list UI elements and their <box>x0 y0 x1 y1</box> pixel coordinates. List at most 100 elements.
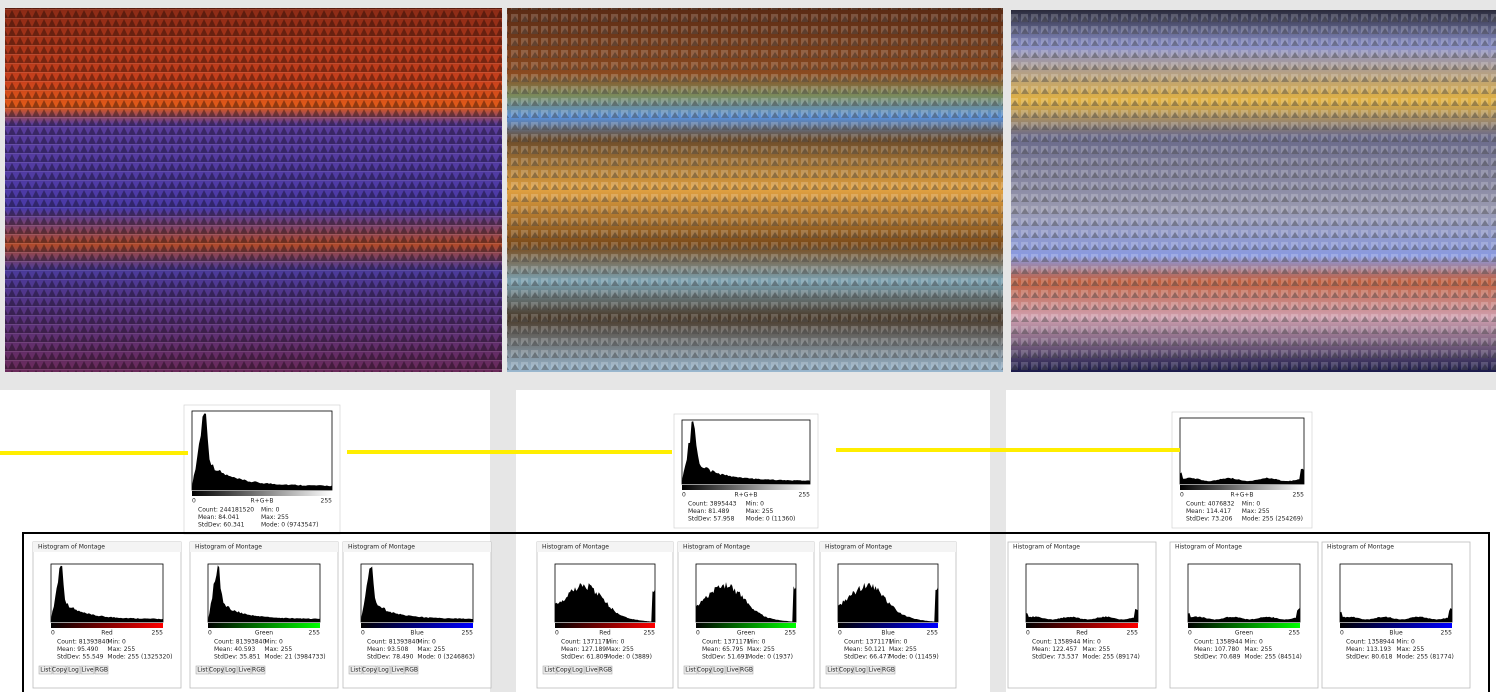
button-label: List <box>197 667 208 674</box>
stat: Count: 1371171 <box>844 639 893 646</box>
axis-max: 255 <box>1293 492 1305 499</box>
stat: StdDev: 80.618 <box>1346 654 1393 661</box>
stat: Min: 0 <box>1396 639 1415 646</box>
stat: Count: 1371171 <box>702 639 751 646</box>
stat: Count: 1358944 <box>1032 639 1081 646</box>
color-bar <box>1180 485 1304 490</box>
stat: Min: 0 <box>747 639 766 646</box>
stat: StdDev: 55.549 <box>57 654 104 661</box>
montage-images <box>5 8 1496 372</box>
stat: Max: 255 <box>1244 646 1272 653</box>
stat: StdDev: 70.689 <box>1194 654 1241 661</box>
stat: Min: 0 <box>417 639 436 646</box>
window-title: Histogram of Montage <box>348 544 415 551</box>
axis-max: 255 <box>1127 630 1139 637</box>
stat: Max: 255 <box>261 514 289 521</box>
button-label: RGB <box>252 667 265 674</box>
plot-frame <box>1026 564 1138 622</box>
axis-max: 255 <box>799 492 811 499</box>
stat: Count: 1358944 <box>1346 639 1395 646</box>
stat: Max: 255 <box>107 646 135 653</box>
button-label: Copy <box>839 667 855 674</box>
window-title: Histogram of Montage <box>1327 544 1394 551</box>
button-label: Live <box>726 667 739 674</box>
window-title: Histogram of Montage <box>195 544 262 551</box>
button-label: RGB <box>405 667 418 674</box>
axis-max: 255 <box>309 630 321 637</box>
stat: Count: 81393840 <box>214 639 266 646</box>
plot-frame <box>1340 564 1452 622</box>
plot-frame <box>1180 418 1304 484</box>
color-bar <box>696 623 796 628</box>
channel-label: Blue <box>410 630 424 637</box>
stat: Mean: 84.041 <box>198 514 239 521</box>
stat: Max: 255 <box>1082 646 1110 653</box>
button-label: Copy <box>362 667 378 674</box>
window-title: Histogram of Montage <box>38 544 105 551</box>
stat: Count: 81393840 <box>367 639 419 646</box>
stat: Min: 0 <box>889 639 908 646</box>
axis-max: 255 <box>1289 630 1301 637</box>
button-label: List <box>544 667 555 674</box>
channel-label: Red <box>101 630 113 637</box>
stat: Min: 0 <box>1244 639 1263 646</box>
histogram-window: Histogram of Montage0Green255Count: 1358… <box>1170 542 1318 688</box>
stat: Count: 81393840 <box>57 639 109 646</box>
axis-min: 0 <box>682 492 686 499</box>
stat: StdDev: 73.537 <box>1032 654 1079 661</box>
stat: StdDev: 73.206 <box>1186 516 1233 523</box>
stat: Max: 255 <box>747 646 775 653</box>
screenshot: 0R+G+B255Count: 244181520Mean: 84.041Std… <box>0 0 1496 692</box>
stat: StdDev: 57.958 <box>688 516 735 523</box>
button-label: List <box>827 667 838 674</box>
color-bar <box>1340 623 1452 628</box>
axis-min: 0 <box>1340 630 1344 637</box>
button-label: Live <box>585 667 598 674</box>
window-title: Histogram of Montage <box>683 544 750 551</box>
axis-min: 0 <box>208 630 212 637</box>
axis-max: 255 <box>644 630 656 637</box>
stat: Mode: 0 (3889) <box>606 654 652 661</box>
button-label: RGB <box>740 667 753 674</box>
stat: Min: 0 <box>264 639 283 646</box>
stat: Max: 255 <box>746 508 774 515</box>
channel-label: Green <box>1235 630 1253 637</box>
channel-label: Blue <box>1389 630 1403 637</box>
axis-max: 255 <box>321 498 333 505</box>
channel-label: Blue <box>881 630 895 637</box>
stat: Min: 0 <box>261 507 280 514</box>
stat: Count: 1371171 <box>561 639 610 646</box>
stat: Mode: 255 (81774) <box>1396 654 1453 661</box>
button-label: Log <box>572 667 583 674</box>
channel-label: Red <box>599 630 611 637</box>
button-label: Copy <box>697 667 713 674</box>
axis-min: 0 <box>1026 630 1030 637</box>
color-bar <box>1026 623 1138 628</box>
button-label: RGB <box>95 667 108 674</box>
stat: Mean: 93.508 <box>367 646 408 653</box>
button-label: Log <box>68 667 79 674</box>
stat: Count: 4076832 <box>1186 501 1235 508</box>
stat: Mean: 114.417 <box>1186 508 1231 515</box>
button-label: Log <box>855 667 866 674</box>
axis-min: 0 <box>555 630 559 637</box>
color-bar <box>208 623 320 628</box>
button-label: Log <box>713 667 724 674</box>
color-bar <box>838 623 938 628</box>
axis-min: 0 <box>51 630 55 637</box>
stat: Mean: 65.795 <box>702 646 743 653</box>
button-label: List <box>685 667 696 674</box>
channel-label: R+G+B <box>735 492 758 499</box>
button-label: Copy <box>556 667 572 674</box>
button-label: Live <box>238 667 251 674</box>
stat: Mode: 0 (9743547) <box>261 522 318 529</box>
stat: StdDev: 60.341 <box>198 522 245 529</box>
stat: Mode: 255 (1325320) <box>107 654 172 661</box>
button-label: List <box>40 667 51 674</box>
stat: Mode: 0 (3246863) <box>417 654 474 661</box>
axis-min: 0 <box>192 498 196 505</box>
stat: Min: 0 <box>1242 501 1261 508</box>
